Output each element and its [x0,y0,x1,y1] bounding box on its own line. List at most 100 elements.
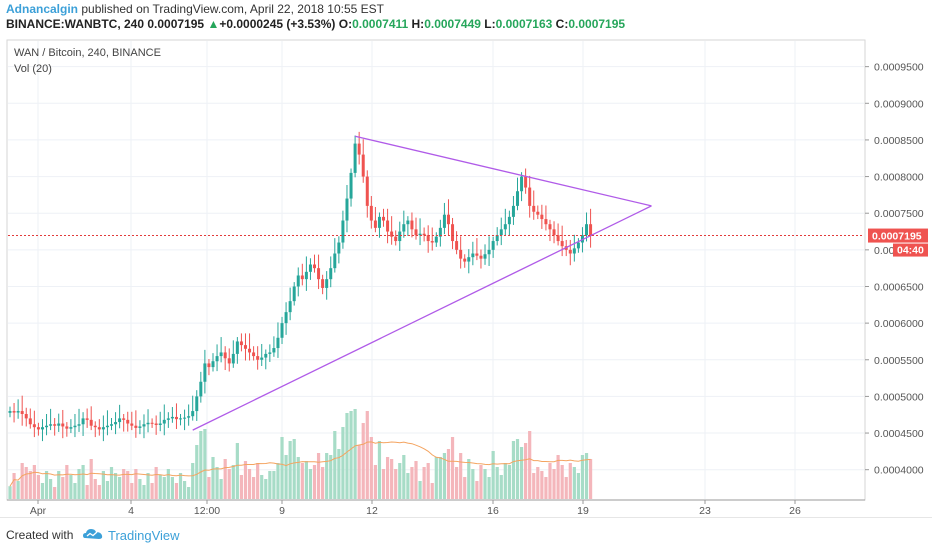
tradingview-brand[interactable]: TradingView [108,528,180,543]
candle-body [296,275,300,287]
candle-body [134,425,138,428]
x-tick-label: 4 [128,505,134,517]
footer: Created with TradingView [0,517,932,551]
volume-bar [264,479,268,499]
candle-body [402,224,406,232]
candle-body [361,154,365,177]
candle-body [540,214,544,220]
x-tick-label: 19 [577,505,589,517]
countdown-tag-bg [893,243,928,257]
candle-body [589,224,593,236]
volume-bar [483,469,487,499]
trendline[interactable] [354,135,652,207]
candle-body [264,353,268,358]
volume-bar [191,463,195,499]
candle-body [528,187,532,206]
candle-body [467,257,471,262]
volume-bar [450,437,455,499]
volume-bar [235,443,239,499]
candle-body [239,341,243,346]
time-axis[interactable]: Apr 4 12:00 9 12 16 19 23 26 [7,499,865,517]
volume-bar [442,453,447,499]
symbol-info: BINANCE:WANBTC, 240 [6,17,145,31]
candle-body [434,236,438,243]
volume-bar [333,431,337,499]
candle-body [345,198,349,221]
close-label: C: [555,17,569,31]
volume-bar [532,473,536,499]
candle-body [138,426,142,428]
y-tick-label: 0.0005500 [874,355,924,367]
candle-body [81,418,85,425]
candle-body [126,419,130,424]
candle-body [568,249,572,254]
candle-body [292,286,296,302]
volume-bar [215,467,219,499]
y-tick-label: 0.0004500 [874,428,924,440]
volume-bar [475,481,479,499]
candle-body [28,418,32,425]
volume-bar [272,471,276,499]
candle-body [114,422,118,425]
candle-body [166,418,170,420]
candle-body [398,231,402,242]
candle-body [560,241,564,247]
candle-body [329,268,333,280]
volume-bar [361,423,365,499]
candle-body [45,425,49,428]
volume-bar [113,473,118,499]
candle-body [414,229,418,236]
volume-bar [158,475,162,499]
y-tick-label: 0.0005000 [874,391,924,403]
candle-body [243,345,247,349]
volume-bar [357,445,361,499]
candle-body [479,255,483,259]
volume-bar [142,485,146,499]
volume-bar [377,441,382,499]
author-link[interactable]: Adnancalgin [6,2,79,16]
change-arrow-icon: ▲ [207,17,220,31]
candle-body [390,231,394,237]
volume-bar [24,467,28,499]
volume-bar [548,463,552,499]
trendlines[interactable] [192,135,652,431]
volume-bar [536,467,540,499]
candle-body [105,425,109,428]
volume-bar [36,475,41,499]
volume-bar [44,471,49,499]
volume-bar [166,469,170,499]
volume-bar [329,455,333,499]
volume-bar [479,465,483,499]
candle-body [215,356,219,362]
volume-bar [130,483,134,499]
candle-body [511,205,515,217]
volume-bar [406,473,410,499]
price-axis[interactable]: 0.0009500 0.0009000 0.0008500 0.0008000 0.00… [865,62,924,477]
candle-body [77,424,81,426]
low-label: L: [484,17,496,31]
candle-body [572,248,576,254]
volume-bar [93,479,97,499]
volume-bar [154,467,158,499]
volume-bars [8,409,593,499]
candle-body [386,220,390,232]
candle-body [65,426,69,429]
volume-bar [422,467,426,499]
volume-bar [572,467,576,499]
candle-body [219,352,223,357]
volume-bar [552,469,556,499]
x-tick-label: 12 [366,505,378,517]
plot-area[interactable] [6,39,866,501]
volume-bar [146,473,150,499]
candle-body [532,205,536,212]
last-price-tag: 0.0007195 04:40 [868,228,928,257]
candle-body [580,235,584,243]
trendline[interactable] [192,205,652,431]
open-label: O: [338,17,353,31]
candle-body [337,242,341,254]
price-chart[interactable]: 0.0009500 0.0009000 0.0008500 0.0008000 0.00… [0,0,932,517]
volume-bar [353,409,357,499]
volume-bar [503,463,507,499]
volume-bar [57,471,61,499]
volume-bar [491,451,495,499]
